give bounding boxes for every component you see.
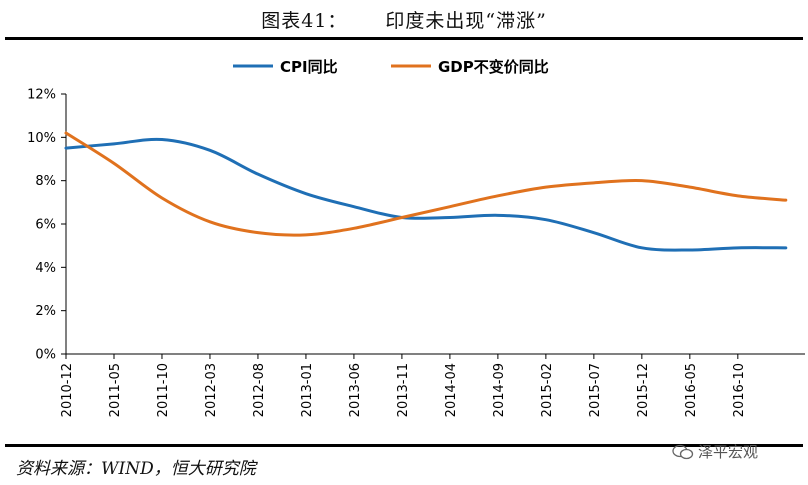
legend-label-1: CPI同比	[280, 58, 338, 76]
watermark-text: 泽平宏观	[698, 443, 759, 461]
source-note: 资料来源：WIND，恒大研究院	[16, 459, 256, 479]
x-tick-label: 2015-02	[540, 363, 555, 417]
x-tick-label: 2015-12	[636, 363, 651, 417]
x-tick-label: 2010-12	[60, 363, 75, 417]
figure-title-text: 印度未出现“滞涨”	[385, 10, 547, 32]
x-tick-label: 2014-04	[444, 363, 459, 417]
x-tick-label: 2016-05	[684, 363, 699, 417]
x-tick-label: 2016-10	[732, 363, 747, 417]
x-tick-label: 2015-07	[588, 363, 603, 417]
watermark: 泽平宏观	[672, 441, 758, 462]
y-tick-label: 10%	[27, 131, 56, 146]
series-line-2	[64, 131, 788, 237]
x-tick-label: 2011-10	[156, 363, 171, 417]
figure-title: 图表41： 印度未出现“滞涨”	[0, 6, 808, 33]
x-tick-label: 2013-01	[300, 363, 315, 417]
y-tick-label: 0%	[35, 348, 56, 363]
x-tick-label: 2012-03	[204, 363, 219, 417]
x-tick-label: 2014-09	[492, 363, 507, 417]
y-tick-label: 8%	[35, 174, 56, 189]
y-tick-label: 12%	[27, 88, 56, 103]
x-tick-label: 2013-06	[348, 363, 363, 417]
y-tick-label: 4%	[35, 261, 56, 276]
legend-label-2: GDP不变价同比	[438, 58, 549, 76]
line-chart: 0% 2% 4% 6% 8% 10% 12% 2010-12 2011-05 2011-10 201…	[27, 58, 805, 417]
y-tick-label: 2%	[35, 304, 56, 319]
series-line-1	[64, 137, 788, 252]
x-tick-label: 2013-11	[396, 363, 411, 417]
wechat-icon	[672, 444, 694, 460]
x-tick-label: 2011-05	[108, 363, 123, 417]
y-tick-label: 6%	[35, 218, 56, 233]
x-tick-label: 2012-08	[252, 363, 267, 417]
figure-label: 图表41：	[261, 10, 348, 32]
bottom-rule	[5, 444, 803, 447]
top-rule	[5, 37, 803, 40]
